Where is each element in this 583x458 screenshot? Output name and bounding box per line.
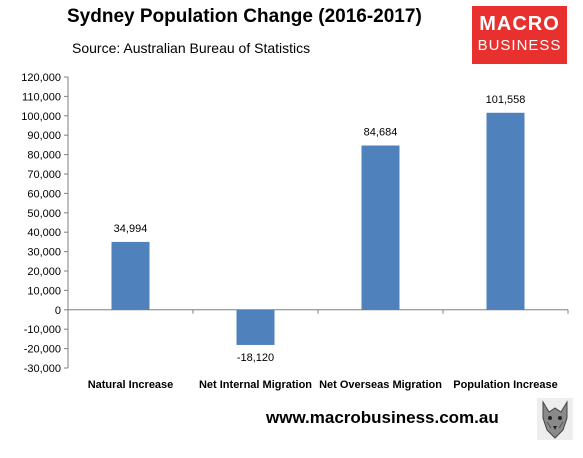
- x-category-label: Net Internal Migration: [199, 379, 312, 391]
- bar: [486, 112, 525, 310]
- footer-url: www.macrobusiness.com.au: [266, 408, 499, 427]
- bar: [236, 309, 275, 345]
- y-tick-label: 50,000: [27, 208, 61, 220]
- y-tick-label: 60,000: [27, 188, 61, 200]
- y-tick-label: 80,000: [27, 150, 61, 162]
- y-tick-label: -20,000: [24, 344, 61, 356]
- x-category-label: Population Increase: [453, 379, 558, 391]
- data-label: 34,994: [114, 223, 148, 235]
- y-tick-label: 120,000: [21, 72, 61, 84]
- bar: [111, 241, 150, 310]
- x-category-label: Net Overseas Migration: [319, 379, 442, 391]
- y-tick-label: 100,000: [21, 111, 61, 123]
- macrobusiness-logo: MACRO BUSINESS: [472, 6, 567, 64]
- y-tick-label: 70,000: [27, 169, 61, 181]
- y-tick-label: 10,000: [27, 285, 61, 297]
- y-tick-label: 110,000: [22, 91, 61, 103]
- y-tick-label: 40,000: [27, 227, 61, 239]
- logo-line-2: BUSINESS: [477, 37, 562, 54]
- y-tick-label: 90,000: [27, 130, 61, 142]
- data-label: 84,684: [364, 127, 398, 139]
- logo-line-1: MACRO: [479, 13, 560, 35]
- y-tick-label: -10,000: [24, 324, 61, 336]
- data-label: 101,558: [486, 94, 526, 106]
- chart-title: Sydney Population Change (2016-2017): [67, 6, 422, 27]
- wolf-logo-icon: [537, 398, 573, 440]
- y-tick-label: 0: [55, 305, 61, 317]
- chart-subtitle: Source: Australian Bureau of Statistics: [72, 40, 311, 56]
- y-tick-label: -30,000: [24, 363, 61, 375]
- y-tick-label: 20,000: [27, 266, 61, 278]
- data-label: -18,120: [237, 352, 274, 364]
- x-category-label: Natural Increase: [88, 379, 174, 391]
- bar: [361, 145, 400, 310]
- y-tick-label: 30,000: [27, 247, 61, 259]
